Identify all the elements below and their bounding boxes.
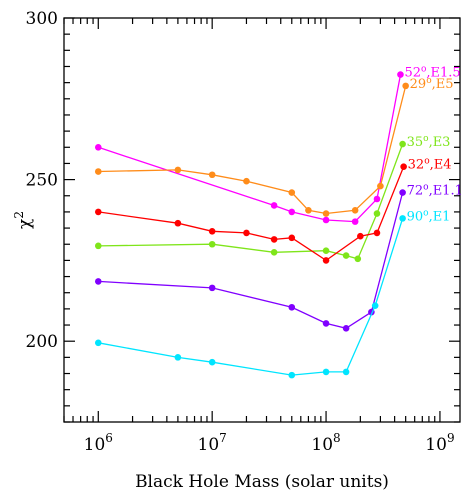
data-point: [270, 202, 278, 209]
y-tick-label: 200: [26, 332, 58, 352]
data-point: [399, 140, 406, 148]
data-point: [342, 324, 350, 332]
data-point: [342, 368, 350, 376]
data-point: [288, 303, 296, 311]
series-label: 72o,E1.1: [407, 183, 463, 199]
data-point: [270, 236, 278, 243]
series-label: 32o,E4: [408, 157, 452, 173]
data-point: [174, 166, 182, 174]
data-point: [373, 195, 381, 203]
data-point: [270, 249, 278, 256]
data-point: [397, 71, 404, 78]
series-label: 29o,E5: [410, 76, 454, 92]
data-point: [208, 171, 216, 179]
data-point: [322, 320, 330, 327]
series-line: [98, 218, 404, 376]
data-point: [208, 358, 216, 366]
data-point: [288, 234, 296, 242]
data-point: [400, 163, 407, 170]
data-point: [399, 189, 406, 196]
data-point: [342, 252, 350, 259]
data-point: [377, 182, 384, 190]
data-point: [243, 177, 250, 185]
data-point: [208, 284, 216, 292]
y-tick-label: 250: [26, 171, 58, 191]
plot-frame: [63, 17, 461, 423]
x-tick-label: 106: [84, 431, 113, 455]
data-point: [322, 247, 330, 255]
series-line: [98, 74, 402, 223]
data-point: [373, 229, 381, 237]
data-point: [174, 354, 182, 361]
data-point: [94, 143, 102, 151]
y-axis-title: χ2: [12, 211, 35, 229]
data-point: [322, 216, 330, 224]
x-tick-label: 107: [198, 431, 227, 455]
data-point: [208, 240, 216, 248]
data-point: [402, 82, 409, 90]
data-point: [94, 339, 102, 347]
data-point: [174, 219, 182, 227]
y-axis-title-sup: 2: [12, 211, 26, 219]
data-point: [288, 189, 296, 196]
data-point: [322, 210, 330, 217]
series-line: [98, 143, 404, 260]
x-tick-label: 109: [425, 431, 454, 455]
axis-ticks: 106 107 108 109 200 250 300: [26, 9, 460, 455]
y-axis-title-main: χ: [15, 219, 35, 229]
series-label: 35o,E3: [407, 134, 451, 150]
data-point: [288, 371, 296, 379]
data-point: [208, 228, 216, 235]
x-tick-label: 108: [311, 431, 340, 455]
data-point: [357, 232, 364, 240]
data-point: [351, 207, 359, 214]
data-point: [371, 302, 379, 309]
series-label: 52o,E1.5: [404, 65, 460, 81]
data-point: [322, 257, 330, 264]
data-point: [354, 255, 362, 263]
series-line: [98, 85, 407, 215]
data-point: [288, 208, 296, 216]
data-point: [94, 208, 102, 216]
series-line: [98, 166, 405, 262]
data-point: [94, 168, 102, 175]
y-tick-label: 300: [26, 9, 58, 29]
data-point: [94, 242, 102, 250]
data-point: [373, 210, 381, 217]
data-point: [305, 207, 312, 214]
data-point: [351, 218, 359, 225]
data-point: [399, 215, 406, 222]
data-point: [243, 229, 250, 237]
series-group: [94, 71, 409, 379]
data-point: [322, 368, 330, 376]
series-label: 90o,E1: [407, 208, 451, 224]
data-point: [94, 278, 102, 285]
x-axis-title: Black Hole Mass (solar units): [135, 472, 389, 492]
